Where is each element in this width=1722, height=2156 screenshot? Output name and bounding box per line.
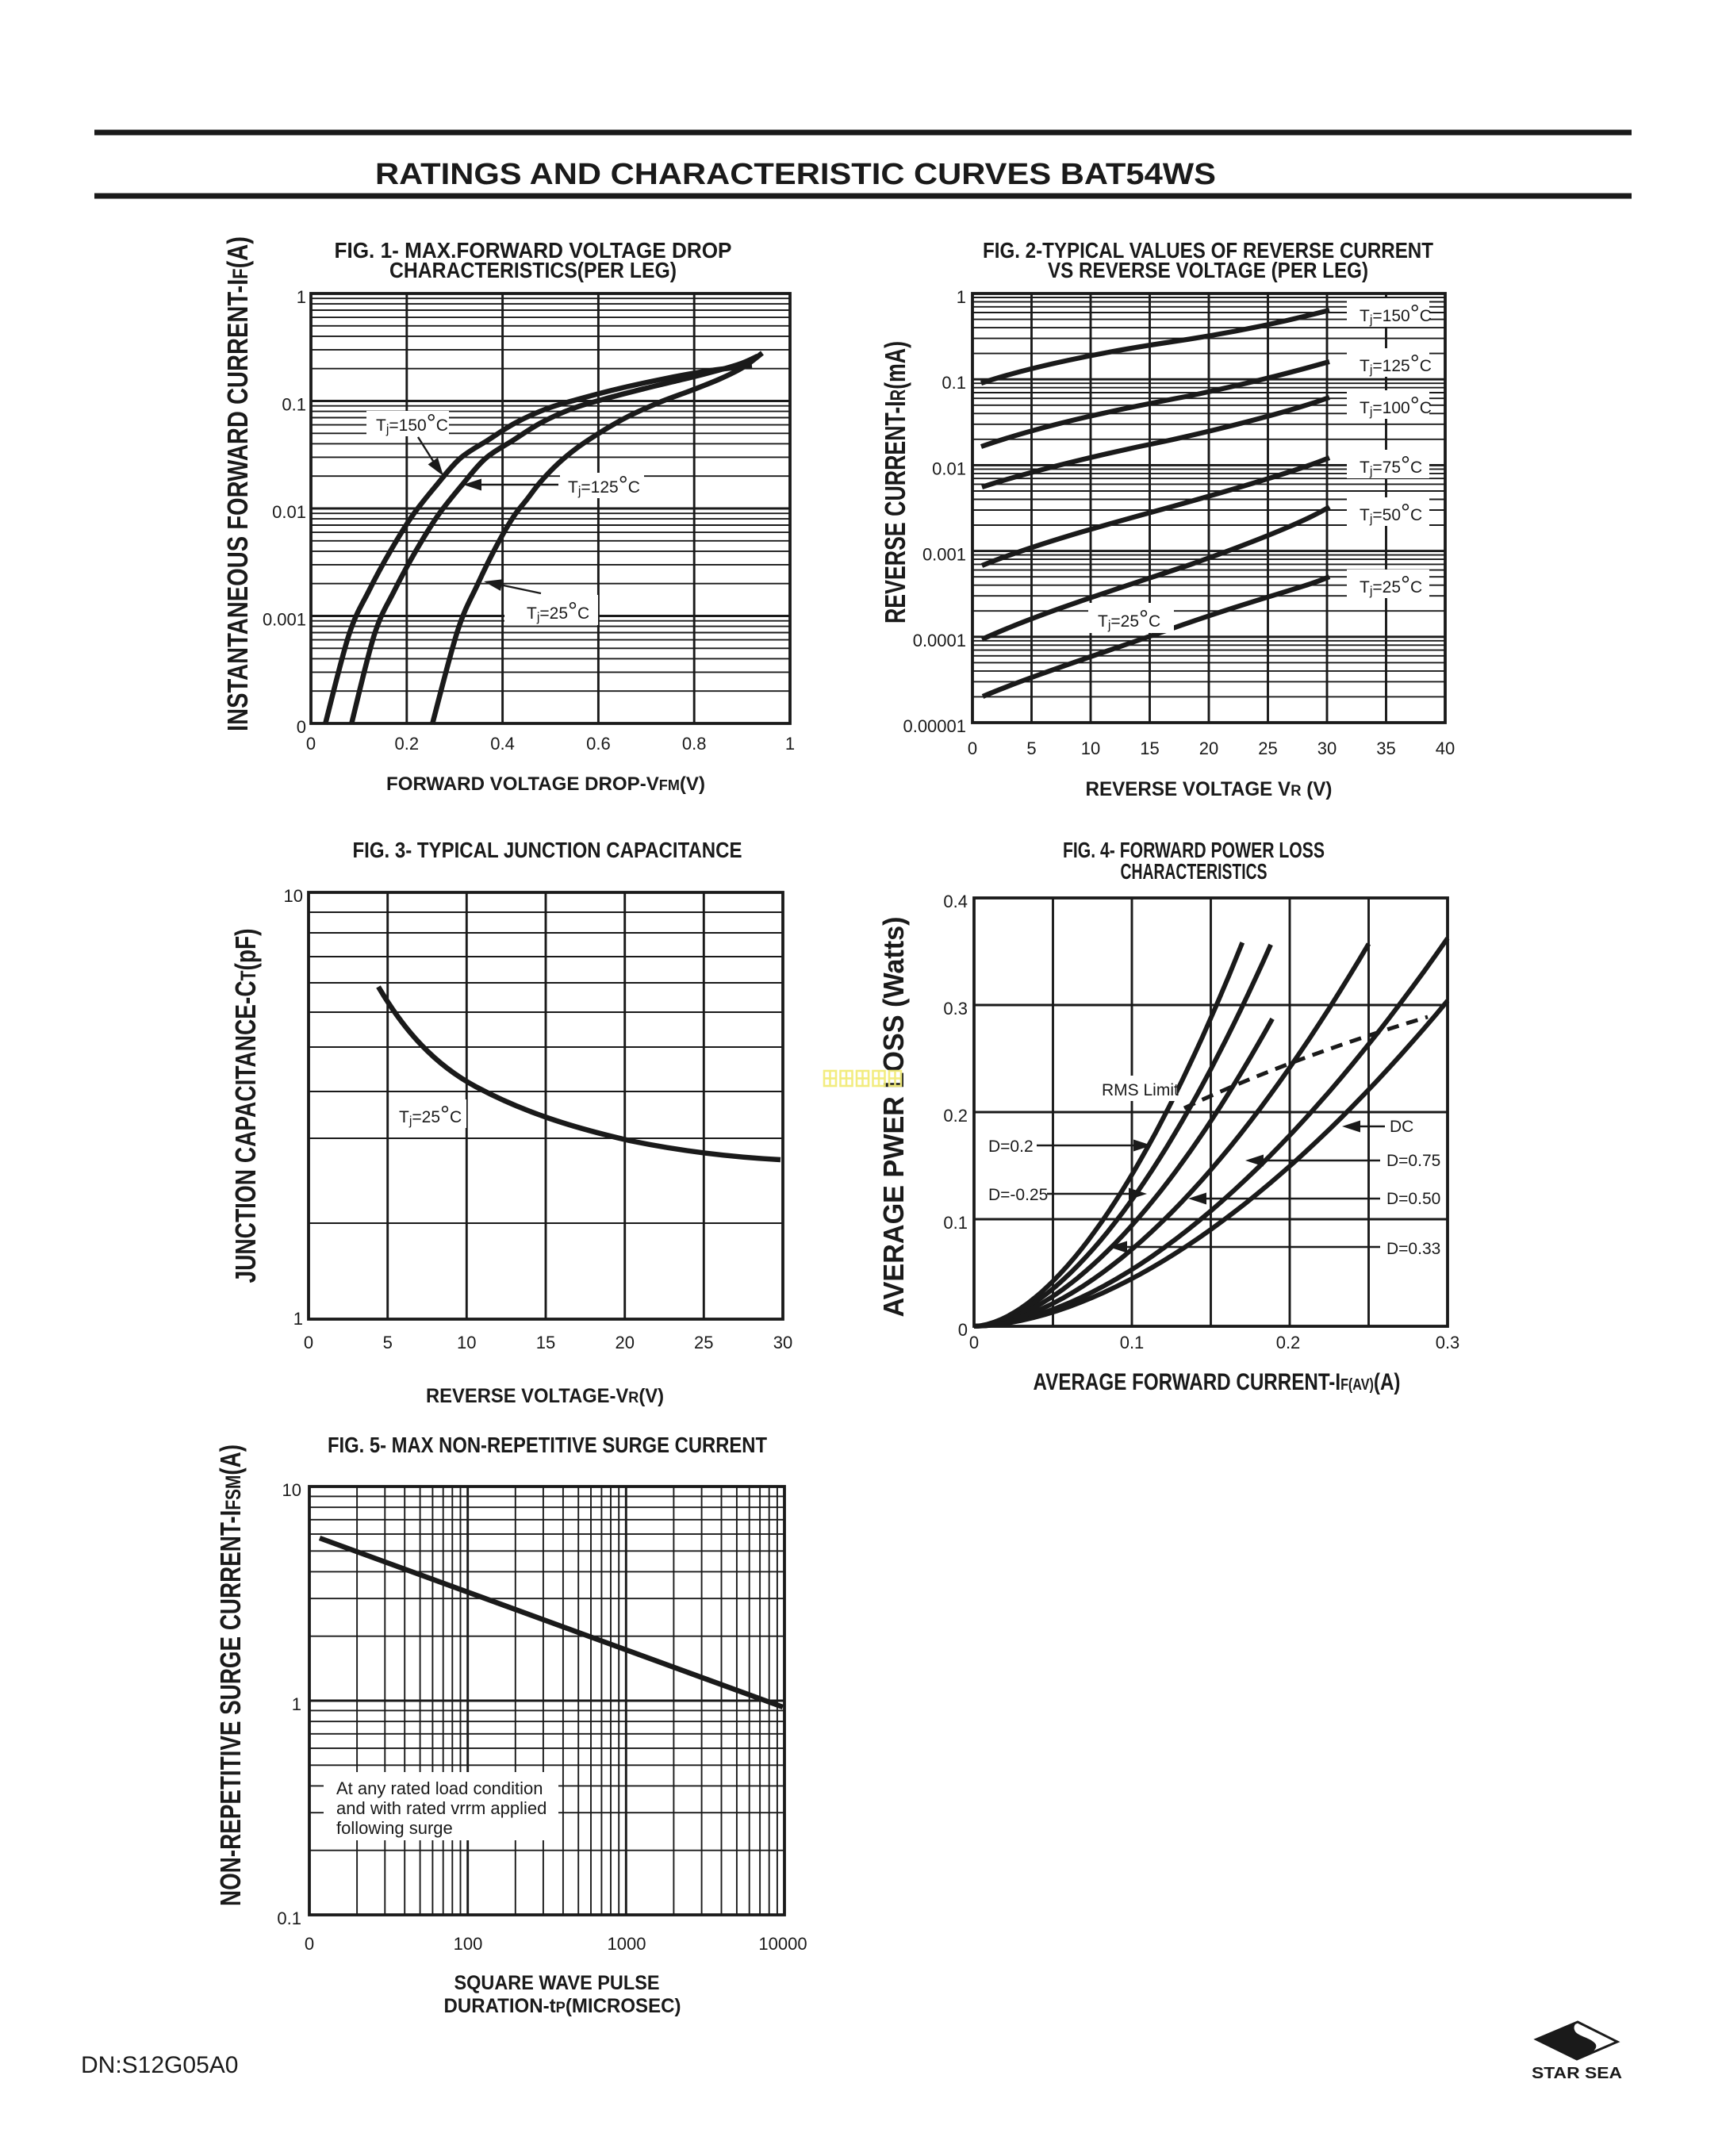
svg-text:DC: DC [1390, 1118, 1413, 1136]
svg-text:1: 1 [292, 1694, 301, 1714]
svg-text:CHARACTERISTICS(PER LEG): CHARACTERISTICS(PER LEG) [389, 258, 677, 282]
svg-text:100: 100 [454, 1934, 483, 1954]
svg-text:RATINGS AND CHARACTERISTIC CUR: RATINGS AND CHARACTERISTIC CURVES BAT54W… [375, 158, 1216, 191]
svg-text:1000: 1000 [608, 1934, 646, 1954]
svg-text:FORWARD VOLTAGE DROP-VFM(V): FORWARD VOLTAGE DROP-VFM(V) [386, 773, 705, 795]
svg-text:0.0001: 0.0001 [913, 631, 966, 650]
svg-text:STAR SEA: STAR SEA [1532, 2065, 1622, 2082]
svg-text:D=0.33: D=0.33 [1386, 1240, 1440, 1258]
svg-text:10: 10 [1081, 738, 1100, 758]
svg-text:NON-REPETITIVE SURGE CURRENT-I: NON-REPETITIVE SURGE CURRENT-IFSM(A) [214, 1444, 247, 1906]
svg-text:1: 1 [293, 1309, 303, 1329]
svg-text:REVERSE CURRENT-IR(mA): REVERSE CURRENT-IR(mA) [879, 341, 911, 623]
svg-text:following surge: following surge [336, 1818, 453, 1838]
svg-text:10: 10 [282, 1480, 301, 1500]
svg-text:0.2: 0.2 [943, 1106, 968, 1126]
svg-text:20: 20 [1199, 738, 1218, 758]
svg-text:5: 5 [1026, 738, 1036, 758]
svg-text:FIG. 5- MAX NON-REPETITIVE SUR: FIG. 5- MAX NON-REPETITIVE SURGE CURRENT [328, 1433, 767, 1457]
svg-text:JUNCTION CAPACITANCE-CT(pF): JUNCTION CAPACITANCE-CT(pF) [229, 929, 262, 1283]
svg-text:0.001: 0.001 [922, 545, 966, 565]
svg-text:AVERAGE FORWARD CURRENT-IF(AV): AVERAGE FORWARD CURRENT-IF(AV)(A) [1034, 1369, 1401, 1395]
svg-text:FIG. 3- TYPICAL JUNCTION CAPAC: FIG. 3- TYPICAL JUNCTION CAPACITANCE [353, 838, 742, 862]
svg-text:0.1: 0.1 [1120, 1333, 1145, 1352]
svg-text:0.01: 0.01 [932, 458, 966, 478]
svg-text:0.2: 0.2 [1276, 1333, 1301, 1352]
svg-text:D=0.75: D=0.75 [1386, 1152, 1440, 1170]
svg-text:10: 10 [457, 1333, 476, 1352]
svg-text:30: 30 [1317, 738, 1337, 758]
svg-text:0: 0 [968, 738, 977, 758]
svg-text:CHARACTERISTICS: CHARACTERISTICS [1121, 859, 1268, 884]
svg-text:DN:S12G05A0: DN:S12G05A0 [81, 2052, 238, 2078]
svg-text:FIG. 2-TYPICAL VALUES OF REVER: FIG. 2-TYPICAL VALUES OF REVERSE CURRENT [983, 238, 1433, 263]
svg-text:25: 25 [1258, 738, 1277, 758]
svg-text:0.4: 0.4 [490, 734, 515, 754]
svg-text:0.00001: 0.00001 [903, 716, 966, 736]
svg-text:0.2: 0.2 [395, 734, 420, 754]
svg-text:0: 0 [304, 1333, 313, 1352]
svg-text:INSTANTANEOUS FORWARD CURRENT-: INSTANTANEOUS FORWARD CURRENT-IF(A) [221, 236, 254, 731]
svg-text:SQUARE WAVE PULSE: SQUARE WAVE PULSE [454, 1972, 660, 1994]
svg-text:0: 0 [306, 734, 316, 754]
svg-text:0.1: 0.1 [943, 1213, 968, 1233]
svg-text:0.4: 0.4 [943, 892, 968, 911]
svg-text:5: 5 [383, 1333, 393, 1352]
svg-text:and with rated vrrm applied: and with rated vrrm applied [336, 1798, 547, 1818]
svg-text:40: 40 [1436, 738, 1455, 758]
svg-text:0.6: 0.6 [586, 734, 611, 754]
svg-text:30: 30 [773, 1333, 792, 1352]
svg-text:35: 35 [1376, 738, 1395, 758]
svg-text:0.8: 0.8 [682, 734, 707, 754]
svg-text:0: 0 [958, 1320, 968, 1340]
svg-text:15: 15 [1140, 738, 1159, 758]
svg-text:FIG. 4- FORWARD POWER LOSS: FIG. 4- FORWARD POWER LOSS [1063, 838, 1325, 862]
svg-text:RMS Limit: RMS Limit [1102, 1081, 1179, 1099]
svg-text:0.3: 0.3 [1436, 1333, 1460, 1352]
svg-text:At any rated load condition: At any rated load condition [336, 1778, 543, 1798]
svg-text:D=0.2: D=0.2 [988, 1137, 1034, 1156]
svg-text:20: 20 [615, 1333, 634, 1352]
svg-text:0: 0 [297, 717, 306, 737]
svg-text:0.3: 0.3 [943, 999, 968, 1019]
svg-text:15: 15 [536, 1333, 555, 1352]
svg-text:FIG. 1- MAX.FORWARD VOLTAGE DR: FIG. 1- MAX.FORWARD VOLTAGE DROP [335, 238, 732, 263]
svg-text:0.1: 0.1 [282, 395, 306, 415]
svg-text:AVERAGE PWER LOSS (Watts): AVERAGE PWER LOSS (Watts) [877, 917, 910, 1318]
svg-text:REVERSE VOLTAGE-VR(V): REVERSE VOLTAGE-VR(V) [426, 1385, 664, 1407]
svg-text:D=-0.25: D=-0.25 [988, 1186, 1048, 1204]
svg-text:0.001: 0.001 [263, 610, 306, 630]
svg-text:D=0.50: D=0.50 [1386, 1190, 1440, 1208]
svg-text:1: 1 [957, 287, 966, 307]
svg-text:25: 25 [694, 1333, 713, 1352]
svg-text:1: 1 [297, 287, 306, 307]
svg-text:0: 0 [305, 1934, 314, 1954]
svg-text:1: 1 [785, 734, 795, 754]
svg-text:0: 0 [969, 1333, 979, 1352]
svg-text:10: 10 [284, 886, 303, 906]
svg-text:10000: 10000 [758, 1934, 807, 1954]
svg-text:0.01: 0.01 [272, 502, 306, 522]
svg-text:0.1: 0.1 [942, 373, 966, 393]
svg-text:VS REVERSE VOLTAGE (PER LEG): VS REVERSE VOLTAGE (PER LEG) [1048, 258, 1368, 282]
svg-text:0.1: 0.1 [277, 1909, 301, 1928]
